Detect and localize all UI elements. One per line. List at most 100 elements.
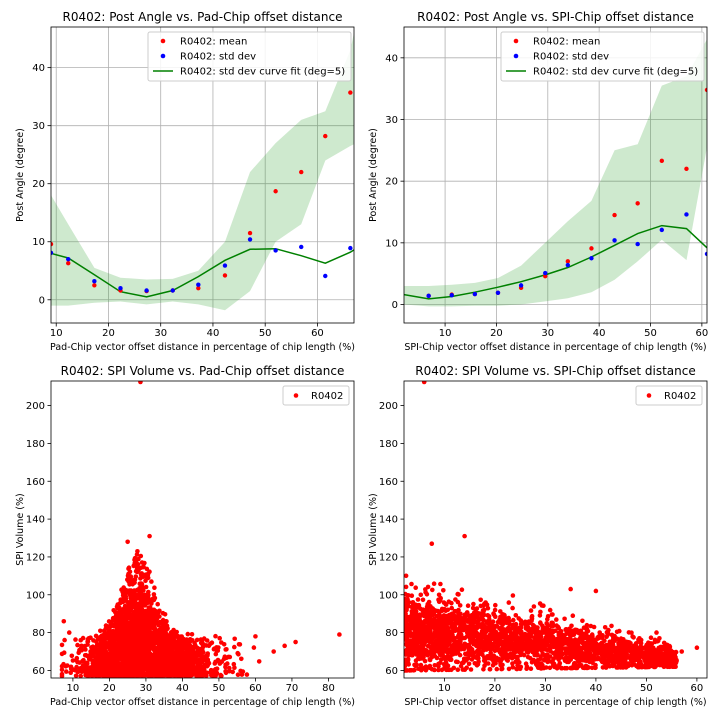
scatter-point [184, 662, 189, 667]
scatter-point [494, 666, 500, 672]
curve-fit-line [404, 224, 707, 300]
scatter-point [111, 617, 117, 623]
scatter-point [105, 643, 110, 649]
scatter-point [163, 640, 168, 645]
x-tick-label: 50 [644, 328, 657, 339]
scatter-point [172, 642, 177, 647]
scatter-point [422, 608, 427, 613]
scatter-point [139, 560, 145, 565]
std-dev-band [404, 39, 707, 307]
scatter-point [78, 645, 84, 651]
scatter-point [135, 640, 141, 646]
scatter-point [417, 612, 423, 617]
legend-label: R0402: std dev [180, 52, 256, 63]
mean-point [299, 169, 304, 175]
y-tick-label: 140 [26, 515, 45, 526]
scatter-point [458, 646, 464, 652]
scatter-point [136, 592, 141, 598]
scatter-point [126, 644, 131, 650]
scatter-point [532, 648, 537, 654]
scatter-point [465, 603, 471, 608]
scatter-point [123, 650, 128, 655]
scatter-point [428, 604, 433, 609]
scatter-point [187, 637, 193, 642]
scatter-point [118, 609, 124, 614]
scatter-point [431, 581, 437, 586]
scatter-point [131, 596, 137, 602]
legend-label: R0402: mean [180, 37, 247, 48]
scatter-point [418, 662, 424, 668]
y-tick-label: 40 [385, 53, 398, 64]
x-tick-label: 50 [213, 683, 226, 694]
scatter-point [604, 634, 609, 639]
scatter-point [217, 635, 222, 641]
scatter-point [213, 666, 218, 672]
scatter-point [98, 640, 104, 646]
scatter-point [168, 630, 174, 635]
scatter-point [540, 665, 545, 670]
scatter-point [78, 673, 83, 678]
scatter-point [181, 641, 186, 647]
scatter-point [85, 661, 90, 666]
std-dev-point [92, 279, 97, 284]
scatter-point [455, 634, 460, 640]
y-tick-label: 120 [26, 552, 45, 563]
x-tick-label: 20 [102, 328, 115, 339]
scatter-point [130, 615, 135, 621]
scatter-point [101, 635, 107, 640]
scatter-point [492, 607, 498, 613]
scatter-point [125, 573, 131, 578]
scatter-point [99, 663, 105, 669]
scatter-point [191, 647, 196, 653]
scatter-point [617, 637, 622, 643]
std-dev-point [704, 251, 707, 257]
scatter-point [538, 609, 543, 615]
x-tick-label: 40 [176, 683, 189, 694]
scatter-point [456, 607, 461, 613]
scatter-point [192, 640, 197, 646]
chart-panel-3: 10 20 30 40 50 60 70 806080100120140160180200R0… [15, 364, 355, 708]
scatter-point [148, 640, 154, 645]
scatter-point [180, 667, 185, 673]
scatter-point [151, 626, 156, 631]
scatter-point [478, 597, 484, 603]
mean-point [635, 201, 640, 206]
scatter-point [80, 658, 85, 664]
scatter-point [556, 664, 562, 670]
scatter-point [156, 622, 161, 628]
scatter-point [150, 631, 155, 636]
scatter-point [428, 619, 434, 625]
scatter-point [163, 670, 168, 675]
scatter-point-outlier [66, 630, 72, 635]
scatter-point [128, 670, 133, 675]
scatter-point [160, 632, 166, 637]
scatter-point [111, 661, 116, 666]
scatter-point [85, 639, 90, 644]
scatter-point [432, 663, 438, 668]
scatter-point [138, 626, 144, 632]
scatter-point [194, 637, 200, 643]
scatter-point [194, 673, 200, 678]
scatter-point-outlier [282, 643, 287, 649]
scatter-point [131, 670, 137, 676]
scatter-point [177, 655, 183, 661]
scatter-point [131, 611, 136, 616]
scatter-point [132, 648, 138, 654]
scatter-point [163, 645, 168, 650]
scatter-point [584, 627, 589, 632]
scatter-point [614, 665, 619, 670]
scatter-point [143, 620, 149, 626]
mean-point [51, 241, 54, 247]
scatter-point [140, 622, 145, 628]
scatter-point [85, 653, 90, 659]
scatter-point [59, 642, 65, 648]
scatter-point [469, 612, 475, 618]
y-tick-label: 20 [32, 179, 45, 190]
scatter-point [61, 661, 66, 667]
scatter-point [122, 603, 128, 609]
scatter-point [95, 642, 100, 648]
scatter-point [117, 669, 122, 675]
plot-marks [51, 32, 354, 311]
std-dev-point [196, 282, 201, 287]
